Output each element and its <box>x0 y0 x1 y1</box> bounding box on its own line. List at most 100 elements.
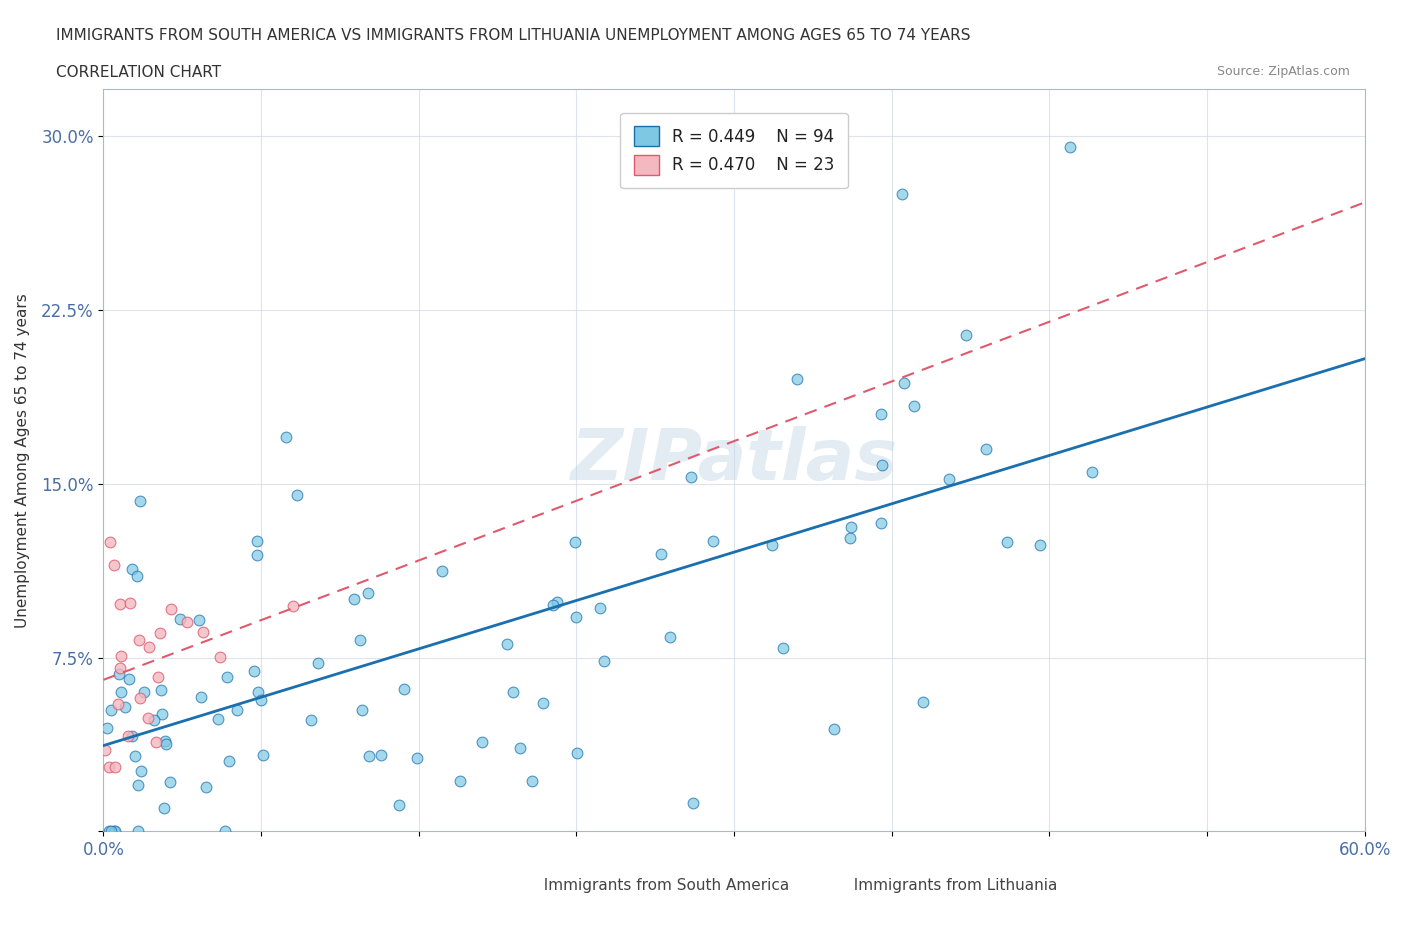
Point <box>243 664 266 679</box>
Point <box>541 598 564 613</box>
Point <box>938 472 960 486</box>
Point <box>103 557 125 572</box>
Point <box>471 735 494 750</box>
Point <box>357 586 380 601</box>
Point <box>150 707 173 722</box>
Point <box>190 689 212 704</box>
Point <box>997 534 1019 549</box>
Text: IMMIGRANTS FROM SOUTH AMERICA VS IMMIGRANTS FROM LITHUANIA UNEMPLOYMENT AMONG AG: IMMIGRANTS FROM SOUTH AMERICA VS IMMIGRA… <box>56 28 970 43</box>
Text: CORRELATION CHART: CORRELATION CHART <box>56 65 221 80</box>
Point <box>155 737 177 751</box>
Point <box>132 684 155 699</box>
Point <box>127 777 149 792</box>
Point <box>430 564 453 578</box>
Point <box>121 561 143 576</box>
Point <box>388 797 411 812</box>
Point <box>107 698 129 712</box>
Point <box>1080 465 1102 480</box>
Point <box>531 696 554 711</box>
Point <box>153 801 176 816</box>
Point <box>108 666 131 681</box>
Point <box>307 656 329 671</box>
Point <box>225 702 247 717</box>
Point <box>153 733 176 748</box>
Point <box>1059 140 1081 154</box>
Point <box>567 745 589 760</box>
Point <box>522 774 544 789</box>
Point <box>142 712 165 727</box>
Point <box>100 702 122 717</box>
Point <box>117 728 139 743</box>
Point <box>146 670 169 684</box>
Legend: R = 0.449    N = 94, R = 0.470    N = 23: R = 0.449 N = 94, R = 0.470 N = 23 <box>620 113 848 188</box>
Point <box>912 694 935 709</box>
Point <box>839 519 862 534</box>
Point <box>127 569 149 584</box>
Point <box>98 824 121 839</box>
Point <box>299 712 322 727</box>
Point <box>761 538 783 552</box>
Point <box>214 824 236 839</box>
Point <box>96 721 118 736</box>
Point <box>976 442 998 457</box>
Point <box>121 728 143 743</box>
Point <box>509 741 531 756</box>
Point <box>108 660 131 675</box>
Point <box>129 764 152 778</box>
Point <box>104 759 127 774</box>
Point <box>891 186 914 201</box>
Text: Source: ZipAtlas.com: Source: ZipAtlas.com <box>1216 65 1350 78</box>
Point <box>343 591 366 606</box>
Point <box>94 742 117 757</box>
Point <box>650 547 672 562</box>
Point <box>145 735 167 750</box>
Point <box>449 773 471 788</box>
Point <box>786 372 808 387</box>
Point <box>176 615 198 630</box>
Point <box>194 779 217 794</box>
Point <box>100 824 122 839</box>
Point <box>127 824 149 839</box>
Point <box>682 796 704 811</box>
Point <box>1029 538 1052 552</box>
Point <box>169 612 191 627</box>
Point <box>159 775 181 790</box>
Point <box>124 748 146 763</box>
Text: Immigrants from Lithuania: Immigrants from Lithuania <box>844 878 1057 893</box>
Point <box>215 670 238 684</box>
Point <box>103 824 125 839</box>
Point <box>247 684 270 699</box>
Point <box>357 749 380 764</box>
Point <box>209 649 232 664</box>
Point <box>823 722 845 737</box>
Text: ZIPatlas: ZIPatlas <box>571 426 898 495</box>
Point <box>349 632 371 647</box>
Point <box>276 430 298 445</box>
Point <box>679 470 702 485</box>
Point <box>252 748 274 763</box>
Point <box>118 671 141 686</box>
Point <box>149 626 172 641</box>
Point <box>564 534 586 549</box>
Point <box>136 711 159 725</box>
Point <box>502 684 524 699</box>
Point <box>159 602 181 617</box>
Point <box>406 751 429 766</box>
Point <box>246 548 269 563</box>
Point <box>893 376 915 391</box>
Point <box>97 760 120 775</box>
Point <box>903 398 925 413</box>
Point <box>98 534 121 549</box>
Point <box>207 711 229 726</box>
Point <box>110 649 132 664</box>
Point <box>110 597 132 612</box>
Point <box>589 601 612 616</box>
Point <box>191 625 214 640</box>
Point <box>104 824 127 839</box>
Point <box>114 699 136 714</box>
Point <box>870 406 893 421</box>
Point <box>283 598 305 613</box>
Point <box>370 748 392 763</box>
Point <box>955 327 977 342</box>
Point <box>249 693 271 708</box>
